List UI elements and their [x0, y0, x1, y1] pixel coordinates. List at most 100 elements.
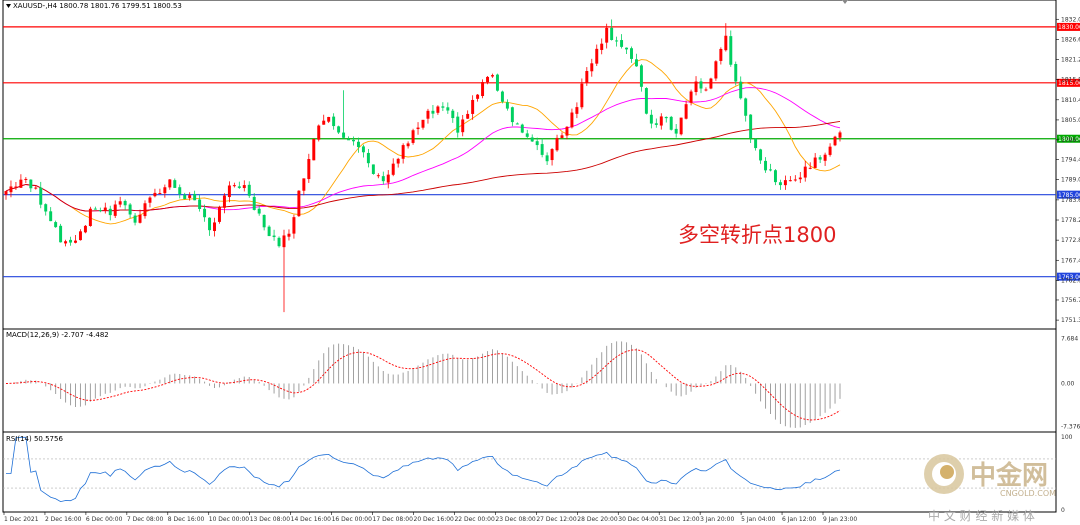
level-tag — [1057, 78, 1080, 87]
candle-body — [684, 104, 688, 119]
price-tick-label: 1778.20 — [1061, 217, 1080, 224]
time-tick-label: 13 Dec 08:00 — [250, 516, 291, 523]
time-tick-label: 5 Jan 04:00 — [741, 516, 775, 523]
candle-body — [153, 192, 157, 197]
candle-body — [317, 125, 321, 140]
candle-body — [361, 146, 365, 153]
candle-body — [252, 196, 256, 210]
macd-panel-frame — [2, 328, 1057, 433]
candle-body — [54, 222, 58, 228]
main-panel-frame — [2, 0, 1057, 330]
candle-body — [158, 193, 162, 195]
candle-body — [69, 239, 73, 243]
candle-body — [461, 119, 465, 133]
candle-body — [773, 170, 777, 183]
candle-body — [570, 112, 574, 128]
candle-body — [441, 106, 445, 108]
watermark-brand-cn: 中金网 — [970, 460, 1048, 491]
candle-body — [595, 48, 599, 64]
candle-body — [625, 47, 629, 50]
candle-body — [227, 185, 231, 198]
time-tick-label: 2 Dec 16:00 — [45, 516, 82, 523]
candle-body — [769, 169, 772, 171]
candle-body — [823, 154, 827, 161]
candle-body — [674, 128, 678, 134]
price-tick-label: 1789.05 — [1061, 177, 1080, 184]
candle-body — [312, 138, 316, 161]
price-tick-label: 1751.35 — [1061, 317, 1080, 324]
candle-body — [838, 132, 842, 138]
candle-body — [659, 116, 663, 126]
time-tick-label: 31 Dec 12:00 — [659, 516, 700, 523]
dropdown-triangle-icon[interactable] — [6, 4, 11, 8]
candle-body — [19, 179, 23, 188]
candle-body — [481, 82, 485, 97]
candle-body — [560, 135, 564, 138]
candle-body — [406, 143, 410, 147]
candle-body — [719, 48, 723, 61]
candle-body — [188, 195, 192, 198]
price-tick-label: 1832.05 — [1061, 16, 1080, 23]
candle-body — [307, 159, 311, 180]
candle-body — [193, 193, 197, 201]
candle-body — [754, 138, 758, 149]
candle-body — [29, 179, 33, 189]
candle-body — [247, 184, 251, 196]
candle-body — [486, 76, 490, 83]
candle-body — [783, 180, 787, 186]
candle-body — [208, 217, 212, 231]
candle-body — [198, 199, 202, 210]
candle-body — [173, 180, 177, 188]
candle-body — [39, 187, 43, 205]
candle-body — [714, 61, 718, 79]
time-tick-label: 14 Dec 16:00 — [291, 516, 332, 523]
level-tag — [1057, 190, 1080, 199]
price-tick-label: 1794.40 — [1061, 157, 1080, 164]
candle-body — [59, 225, 63, 243]
candle-body — [381, 176, 385, 182]
candle-body — [550, 149, 554, 161]
candle-body — [376, 175, 380, 177]
candle-body — [203, 208, 207, 218]
ma-line — [5, 59, 841, 225]
candle-body — [778, 182, 782, 186]
candle-body — [337, 126, 341, 133]
candle-body — [664, 116, 668, 119]
price-tick-label: 1805.05 — [1061, 117, 1080, 124]
candle-body — [103, 207, 107, 211]
price-axis: 1832.05 1826.65 1821.25 1815.85 1810.45 1805.… — [1056, 16, 1080, 324]
candle-body — [798, 177, 802, 180]
ma-line — [5, 120, 841, 212]
candle-body — [416, 127, 420, 130]
candle-body — [118, 201, 122, 205]
candle-body — [213, 222, 216, 232]
macd-tick-label: 0.00 — [1061, 380, 1075, 387]
candle-body — [530, 137, 534, 142]
candle-body — [520, 124, 524, 133]
candle-body — [808, 167, 812, 169]
time-tick-label: 6 Jan 12:00 — [782, 516, 816, 523]
candle-body — [456, 116, 460, 133]
price-tick-label: 1772.80 — [1061, 237, 1080, 244]
shift-marker-icon — [842, 0, 848, 4]
candle-body — [113, 204, 117, 216]
macd-tick-label: -7.376 — [1061, 423, 1080, 430]
candle-body — [93, 208, 97, 210]
candle-body — [654, 123, 658, 125]
candle-body — [575, 107, 579, 114]
candle-body — [669, 116, 673, 130]
time-tick-label: 3 Jan 20:00 — [700, 516, 734, 523]
candle-body — [699, 81, 703, 89]
candle-body — [491, 75, 494, 77]
ma-line — [5, 87, 841, 212]
candle-body — [272, 235, 276, 238]
candle-body — [466, 113, 470, 119]
candle-body — [605, 27, 609, 43]
rsi-series: 100 0 — [3, 434, 1073, 514]
price-tick-label: 1762.00 — [1061, 277, 1080, 284]
candle-body — [471, 99, 475, 114]
time-axis: 1 Dec 2021 2 Dec 16:00 6 Dec 00:00 7 Dec 08… — [3, 512, 857, 523]
candle-body — [83, 225, 87, 233]
candle-body — [178, 187, 182, 195]
candle-body — [14, 186, 18, 188]
